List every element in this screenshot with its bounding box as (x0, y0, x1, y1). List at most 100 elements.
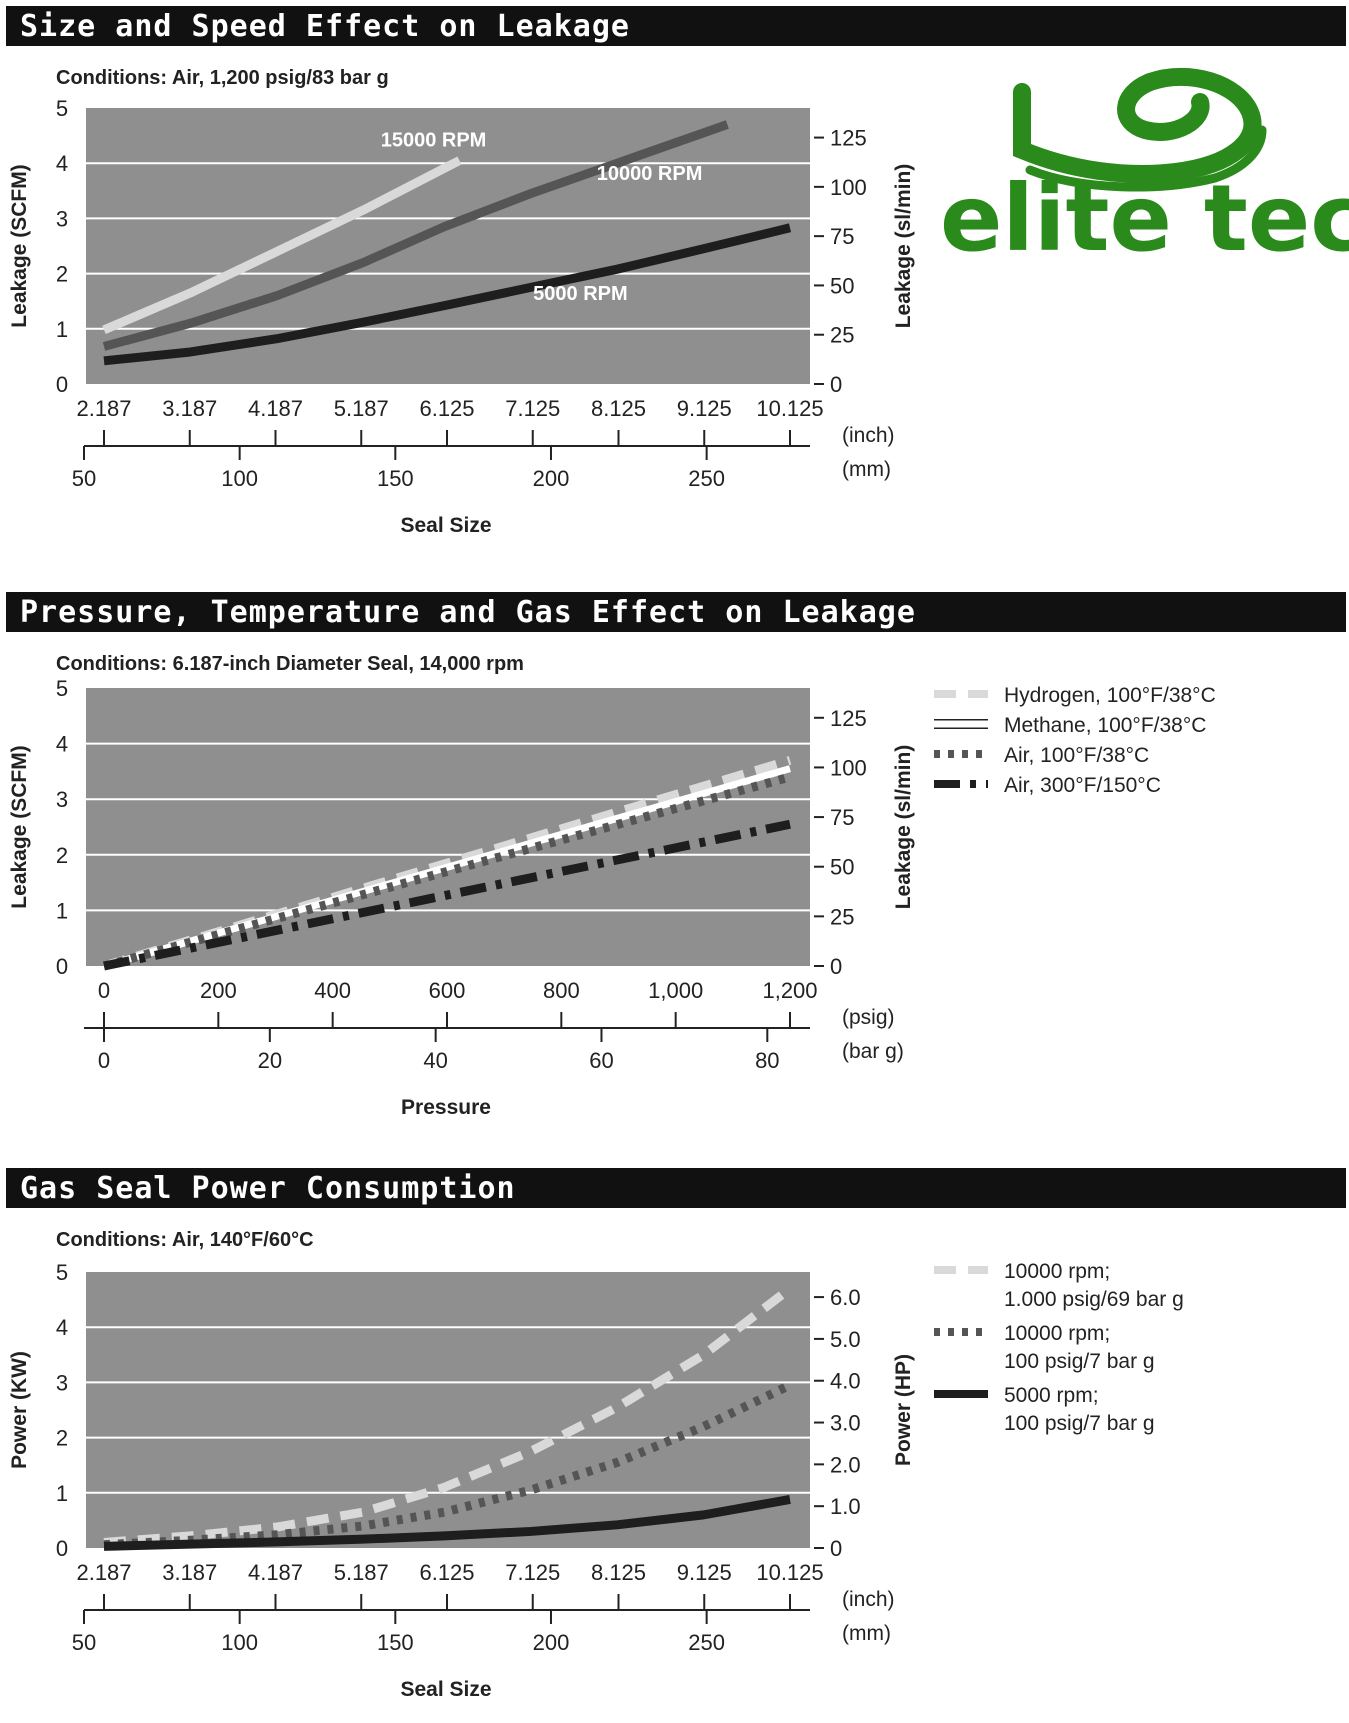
x-tick-label: 4.187 (248, 1560, 303, 1585)
y-tick-label: 4 (56, 1315, 68, 1340)
series-line (103, 819, 791, 971)
series-line (103, 765, 791, 970)
series-line (103, 1494, 791, 1551)
x-tick-label: 8.125 (591, 396, 646, 421)
x-tick-label: 7.125 (505, 396, 560, 421)
y2-tick-label: 75 (830, 224, 854, 249)
plot-area (86, 688, 810, 966)
y2-tick-label: 50 (830, 855, 854, 880)
x2-tick-label: 100 (221, 466, 258, 491)
y2-tick-label: 100 (830, 175, 867, 200)
x-tick-label: 5.187 (334, 396, 389, 421)
series-line (103, 223, 792, 366)
x-unit-bottom: (bar g) (842, 1040, 904, 1063)
y2-tick-label: 4.0 (830, 1369, 861, 1394)
legend-label-line2: 100 psig/7 bar g (1004, 1350, 1155, 1373)
x-tick-label: 10.125 (756, 396, 823, 421)
y2-tick-label: 75 (830, 805, 854, 830)
x-tick-label: 9.125 (677, 396, 732, 421)
y-tick-label: 3 (56, 1370, 68, 1395)
logo-arc-icon (1025, 125, 1267, 192)
chart-1: Size and Speed Effect on Leakage Conditio… (6, 6, 1346, 537)
y2-tick-label: 25 (830, 323, 854, 348)
x2-tick-label: 250 (688, 1630, 725, 1655)
y2-axis-label: Leakage (sl/min) (892, 164, 915, 329)
y-tick-label: 1 (56, 1481, 68, 1506)
x2-tick-label: 50 (72, 1630, 96, 1655)
y-tick-label: 0 (56, 1536, 68, 1561)
legend-label: Hydrogen, 100°F/38°C (1004, 684, 1216, 707)
x-unit-bottom: (mm) (842, 1622, 891, 1645)
x-tick-label: 0 (98, 978, 110, 1003)
y-tick-label: 2 (56, 843, 68, 868)
x-tick-label: 3.187 (162, 1560, 217, 1585)
x2-tick-label: 60 (589, 1048, 613, 1073)
y-tick-label: 0 (56, 954, 68, 979)
section-header-bar (6, 1168, 1346, 1208)
legend-label: Air, 100°F/38°C (1004, 744, 1149, 767)
series-line (103, 1381, 792, 1550)
x2-tick-label: 150 (377, 1630, 414, 1655)
x-tick-label: 6.125 (419, 396, 474, 421)
section-title: Pressure, Temperature and Gas Effect on … (20, 595, 916, 630)
series-label: 15000 RPM (381, 130, 487, 152)
plot-area (86, 108, 810, 384)
y-tick-label: 0 (56, 372, 68, 397)
y-tick-label: 4 (56, 151, 68, 176)
y-tick-label: 3 (56, 787, 68, 812)
x2-tick-label: 200 (533, 466, 570, 491)
y2-tick-label: 5.0 (830, 1327, 861, 1352)
x-tick-label: 10.125 (756, 1560, 823, 1585)
y-axis-label: Leakage (SCFM) (8, 164, 31, 327)
y2-axis-label: Power (HP) (892, 1354, 915, 1466)
legend-label: Air, 300°F/150°C (1004, 774, 1161, 797)
chart-3: Gas Seal Power Consumption Conditions: Ai… (6, 1168, 1346, 1701)
logo-swoosh-icon (1013, 67, 1262, 183)
x-axis-label: Seal Size (400, 514, 491, 537)
x-unit-top: (inch) (842, 1588, 895, 1611)
series-line (102, 156, 462, 335)
section-header-bar (6, 592, 1346, 632)
y2-tick-label: 0 (830, 1536, 842, 1561)
x-tick-label: 6.125 (419, 1560, 474, 1585)
y2-axis-label: Leakage (sl/min) (892, 745, 915, 910)
section-title: Size and Speed Effect on Leakage (20, 9, 630, 44)
legend-label-line2: 1.000 psig/69 bar g (1004, 1288, 1184, 1311)
y2-tick-label: 100 (830, 755, 867, 780)
x-tick-label: 9.125 (677, 1560, 732, 1585)
y-tick-label: 3 (56, 206, 68, 231)
section-title: Gas Seal Power Consumption (20, 1171, 516, 1206)
y-tick-label: 2 (56, 262, 68, 287)
legend-label: 10000 rpm; (1004, 1322, 1110, 1345)
y2-tick-label: 0 (830, 372, 842, 397)
y2-tick-label: 125 (830, 126, 867, 151)
series-label: 5000 RPM (533, 283, 628, 305)
x2-tick-label: 150 (377, 466, 414, 491)
y2-tick-label: 3.0 (830, 1411, 861, 1436)
x2-tick-label: 100 (221, 1630, 258, 1655)
legend-label: 10000 rpm; (1004, 1260, 1110, 1283)
chart-conditions: Conditions: Air, 140°F/60°C (56, 1229, 314, 1251)
x2-tick-label: 0 (98, 1048, 110, 1073)
y-tick-label: 5 (56, 676, 68, 701)
x-tick-label: 7.125 (505, 1560, 560, 1585)
y2-tick-label: 50 (830, 273, 854, 298)
y-tick-label: 1 (56, 898, 68, 923)
x-tick-label: 2.187 (76, 1560, 131, 1585)
y2-tick-label: 0 (830, 954, 842, 979)
x2-tick-label: 20 (258, 1048, 282, 1073)
chart-2: Pressure, Temperature and Gas Effect on … (6, 592, 1346, 1119)
legend-label: 5000 rpm; (1004, 1384, 1099, 1407)
x-tick-label: 3.187 (162, 396, 217, 421)
y-tick-label: 5 (56, 1260, 68, 1285)
x-unit-bottom: (mm) (842, 458, 891, 481)
series-line (102, 772, 792, 971)
plot-area (86, 1272, 810, 1548)
x-axis-label: Pressure (401, 1096, 491, 1119)
x2-tick-label: 250 (688, 466, 725, 491)
chart-conditions: Conditions: 6.187-inch Diameter Seal, 14… (56, 653, 524, 675)
x-tick-label: 600 (429, 978, 466, 1003)
x-tick-label: 1,200 (762, 978, 817, 1003)
y2-tick-label: 2.0 (830, 1452, 861, 1477)
